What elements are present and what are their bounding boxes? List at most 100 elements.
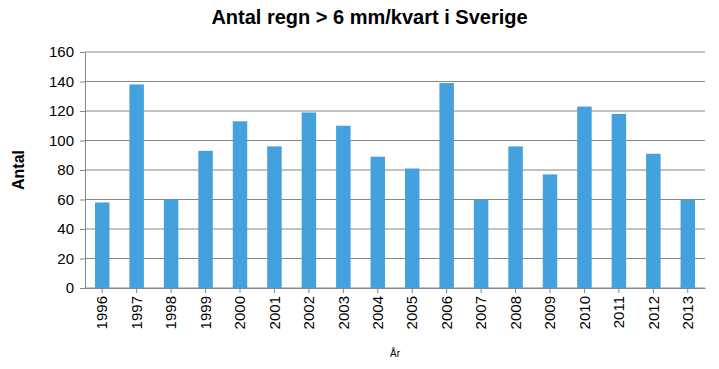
bar	[577, 107, 591, 288]
y-tick: 0	[66, 279, 85, 296]
x-axis-line	[86, 288, 706, 289]
x-tick-label: 2003	[335, 296, 352, 329]
bar	[164, 200, 178, 289]
x-tick-label: 2013	[679, 296, 696, 329]
x-tick-label: 2011	[610, 296, 627, 328]
x-tick: 2008	[507, 288, 524, 329]
bar	[543, 174, 557, 288]
y-tick: 100	[49, 132, 85, 149]
x-tick-mark	[446, 288, 447, 293]
x-tick-mark	[102, 288, 103, 293]
y-tick-mark	[80, 52, 85, 53]
x-tick-mark	[653, 288, 654, 293]
y-tick-mark	[80, 141, 85, 142]
y-tick: 120	[49, 102, 85, 119]
y-tick-label: 0	[66, 279, 74, 296]
x-tick: 2001	[266, 288, 283, 329]
x-tick-mark	[308, 288, 309, 293]
bar	[681, 200, 695, 289]
bar	[612, 114, 626, 288]
bar	[439, 83, 453, 288]
x-tick: 1996	[93, 288, 110, 329]
x-tick-label: 1996	[93, 296, 110, 329]
y-axis-line	[80, 53, 86, 289]
y-tick-mark	[80, 259, 85, 260]
title: Antal regn > 6 mm/kvart i Sverige	[211, 6, 527, 28]
y-tick-label: 40	[57, 220, 74, 237]
x-tick-mark	[171, 288, 172, 293]
y-tick-mark	[80, 288, 85, 289]
x-tick: 2002	[300, 288, 317, 329]
y-tick-label: 160	[49, 43, 74, 60]
x-tick: 1997	[128, 288, 145, 329]
x-tick-mark	[550, 288, 551, 293]
x-tick: 1998	[162, 288, 179, 329]
x-tick: 2012	[645, 288, 662, 329]
x-axis-title: År	[390, 347, 401, 359]
grid	[85, 52, 705, 288]
x-tick-label: 2012	[645, 296, 662, 329]
x-tick: 2010	[576, 288, 593, 329]
y-axis: 0 20 40 60 80 100 120 140 160	[49, 43, 86, 296]
y-tick: 60	[57, 191, 85, 208]
x-tick: 2005	[403, 288, 420, 329]
x-tick-mark	[687, 288, 688, 293]
y-tick-label: 80	[57, 161, 74, 178]
bar	[508, 146, 522, 288]
chart: 0 20 40 60 80 100 120 140 160 1996 1997 1998 1999 200…	[0, 0, 719, 369]
x-tick-mark	[136, 288, 137, 293]
y-tick: 80	[57, 161, 85, 178]
x-tick-label: 1999	[197, 296, 214, 329]
grid-line	[85, 111, 705, 112]
y-tick: 20	[57, 250, 85, 267]
bar	[371, 157, 385, 288]
x-tick: 1999	[197, 288, 214, 329]
bar	[474, 200, 488, 289]
x-tick-label: 2006	[438, 296, 455, 329]
y-tick-label: 20	[57, 250, 74, 267]
x-tick-label: 1997	[128, 296, 145, 329]
y-tick-mark	[80, 229, 85, 230]
x-tick: 2006	[438, 288, 455, 329]
y-tick: 140	[49, 73, 85, 90]
x-tick-label: 2000	[231, 296, 248, 329]
x-tick: 2004	[369, 288, 386, 329]
bar	[233, 121, 247, 288]
bar	[302, 112, 316, 288]
x-tick-mark	[412, 288, 413, 293]
y-tick: 40	[57, 220, 85, 237]
y-tick-label: 120	[49, 102, 74, 119]
x-tick-label: 2009	[541, 296, 558, 329]
bar	[95, 202, 109, 288]
x-tick-mark	[481, 288, 482, 293]
x-tick-label: 2007	[472, 296, 489, 329]
bars	[95, 83, 695, 288]
x-tick-mark	[274, 288, 275, 293]
x-tick-label: 2001	[266, 296, 283, 329]
y-tick-label: 140	[49, 73, 74, 90]
x-tick-label: 1998	[162, 296, 179, 329]
x-tick: 2003	[335, 288, 352, 329]
x-tick-label: 2010	[576, 296, 593, 329]
y-tick-mark	[80, 82, 85, 83]
grid-line	[85, 81, 705, 82]
y-axis-title: Antal	[10, 150, 27, 190]
x-tick-mark	[515, 288, 516, 293]
bar	[198, 151, 212, 288]
x-tick: 2011	[610, 288, 627, 328]
x-tick: 2007	[472, 288, 489, 329]
x-tick: 2009	[541, 288, 558, 329]
y-tick-mark	[80, 111, 85, 112]
x-tick-mark	[240, 288, 241, 293]
y-tick-label: 100	[49, 132, 74, 149]
x-tick: 2013	[679, 288, 696, 329]
x-tick-label: 2005	[403, 296, 420, 329]
y-tick-mark	[80, 200, 85, 201]
y-tick-mark	[80, 170, 85, 171]
y-tick-label: 60	[57, 191, 74, 208]
x-tick-label: 2008	[507, 296, 524, 329]
bar	[405, 169, 419, 288]
bar	[267, 146, 281, 288]
x-tick-mark	[377, 288, 378, 293]
y-tick: 160	[49, 43, 85, 60]
